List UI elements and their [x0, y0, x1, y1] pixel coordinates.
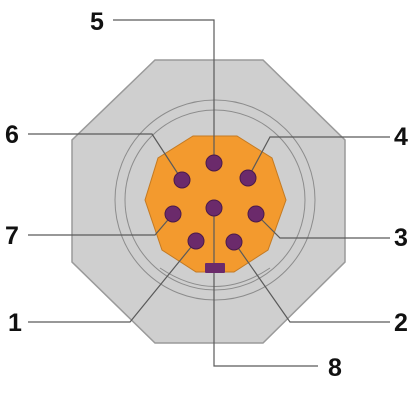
coding-key	[205, 263, 225, 273]
coupling-ring-outer	[114, 99, 316, 301]
coupling-ring-inner	[124, 109, 306, 291]
contact-pins	[164, 154, 265, 251]
contact-pin-3	[247, 205, 265, 223]
leader-line-pin-6	[28, 133, 183, 181]
leader-line-pin-2	[233, 241, 390, 323]
contact-pin-7	[164, 205, 182, 223]
contact-pin-6	[173, 171, 191, 189]
pin-label-4: 4	[394, 123, 408, 151]
pin-label-6: 6	[5, 121, 19, 149]
contact-pin-1	[187, 232, 205, 250]
contact-pin-5	[205, 154, 223, 172]
contact-pin-8	[205, 199, 223, 217]
pin-label-8: 8	[328, 354, 342, 382]
leader-line-pin-8	[213, 208, 318, 367]
pin-label-2: 2	[394, 309, 408, 337]
pin-label-7: 7	[5, 222, 19, 250]
contact-pin-2	[225, 233, 243, 251]
leader-lines	[28, 19, 390, 367]
leader-line-pin-5	[113, 19, 215, 163]
pin-label-3: 3	[394, 224, 408, 252]
leader-line-pin-7	[28, 213, 174, 236]
leader-line-pin-4	[247, 136, 390, 179]
leader-line-pin-1	[28, 240, 197, 323]
leader-line-pin-3	[255, 213, 390, 239]
contact-pin-4	[239, 169, 257, 187]
pin-label-1: 1	[8, 309, 22, 337]
pin-label-5: 5	[90, 8, 104, 36]
